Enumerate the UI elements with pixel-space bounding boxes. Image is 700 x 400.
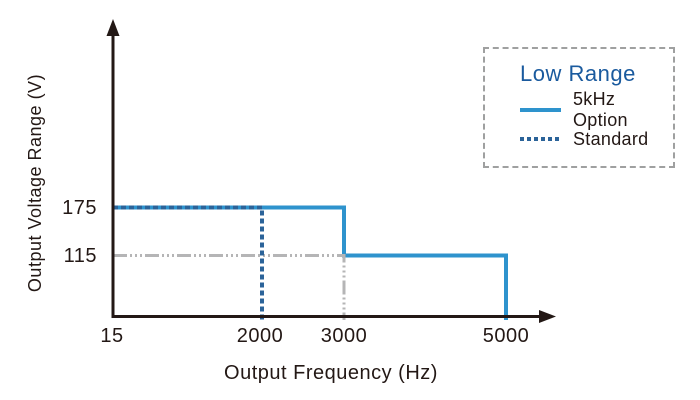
x-tick-label-15: 15 [100, 325, 124, 347]
y-axis-title: Output Voltage Range (V) [25, 73, 46, 293]
y-tick-label-175: 175 [62, 197, 97, 219]
x-tick-label-3000: 3000 [320, 325, 368, 347]
y-tick-label-115: 115 [63, 245, 97, 267]
x-tick-label-5000: 5000 [482, 325, 530, 347]
series-5khz-option-line [113, 205, 508, 320]
legend-entry-label: Standard [573, 128, 649, 149]
y-axis-arrow-icon [106, 19, 120, 36]
reference-guide-line [113, 254, 346, 320]
legend-entry-standard: Standard [520, 128, 649, 149]
legend-title: Low Range [520, 61, 636, 86]
legend-box: Low Range 5kHz Option Standard [483, 47, 675, 168]
x-axis-title: Output Frequency (Hz) [224, 362, 438, 384]
legend-entry-5khz-option: 5kHz Option [520, 89, 673, 130]
x-axis-arrow-icon [539, 310, 556, 323]
solid-line-swatch-icon [520, 108, 561, 112]
series-standard-line [113, 205, 264, 320]
x-tick-label-2000: 2000 [236, 325, 284, 347]
legend-entry-label: 5kHz Option [573, 89, 628, 130]
dashed-line-swatch-icon [520, 137, 561, 141]
